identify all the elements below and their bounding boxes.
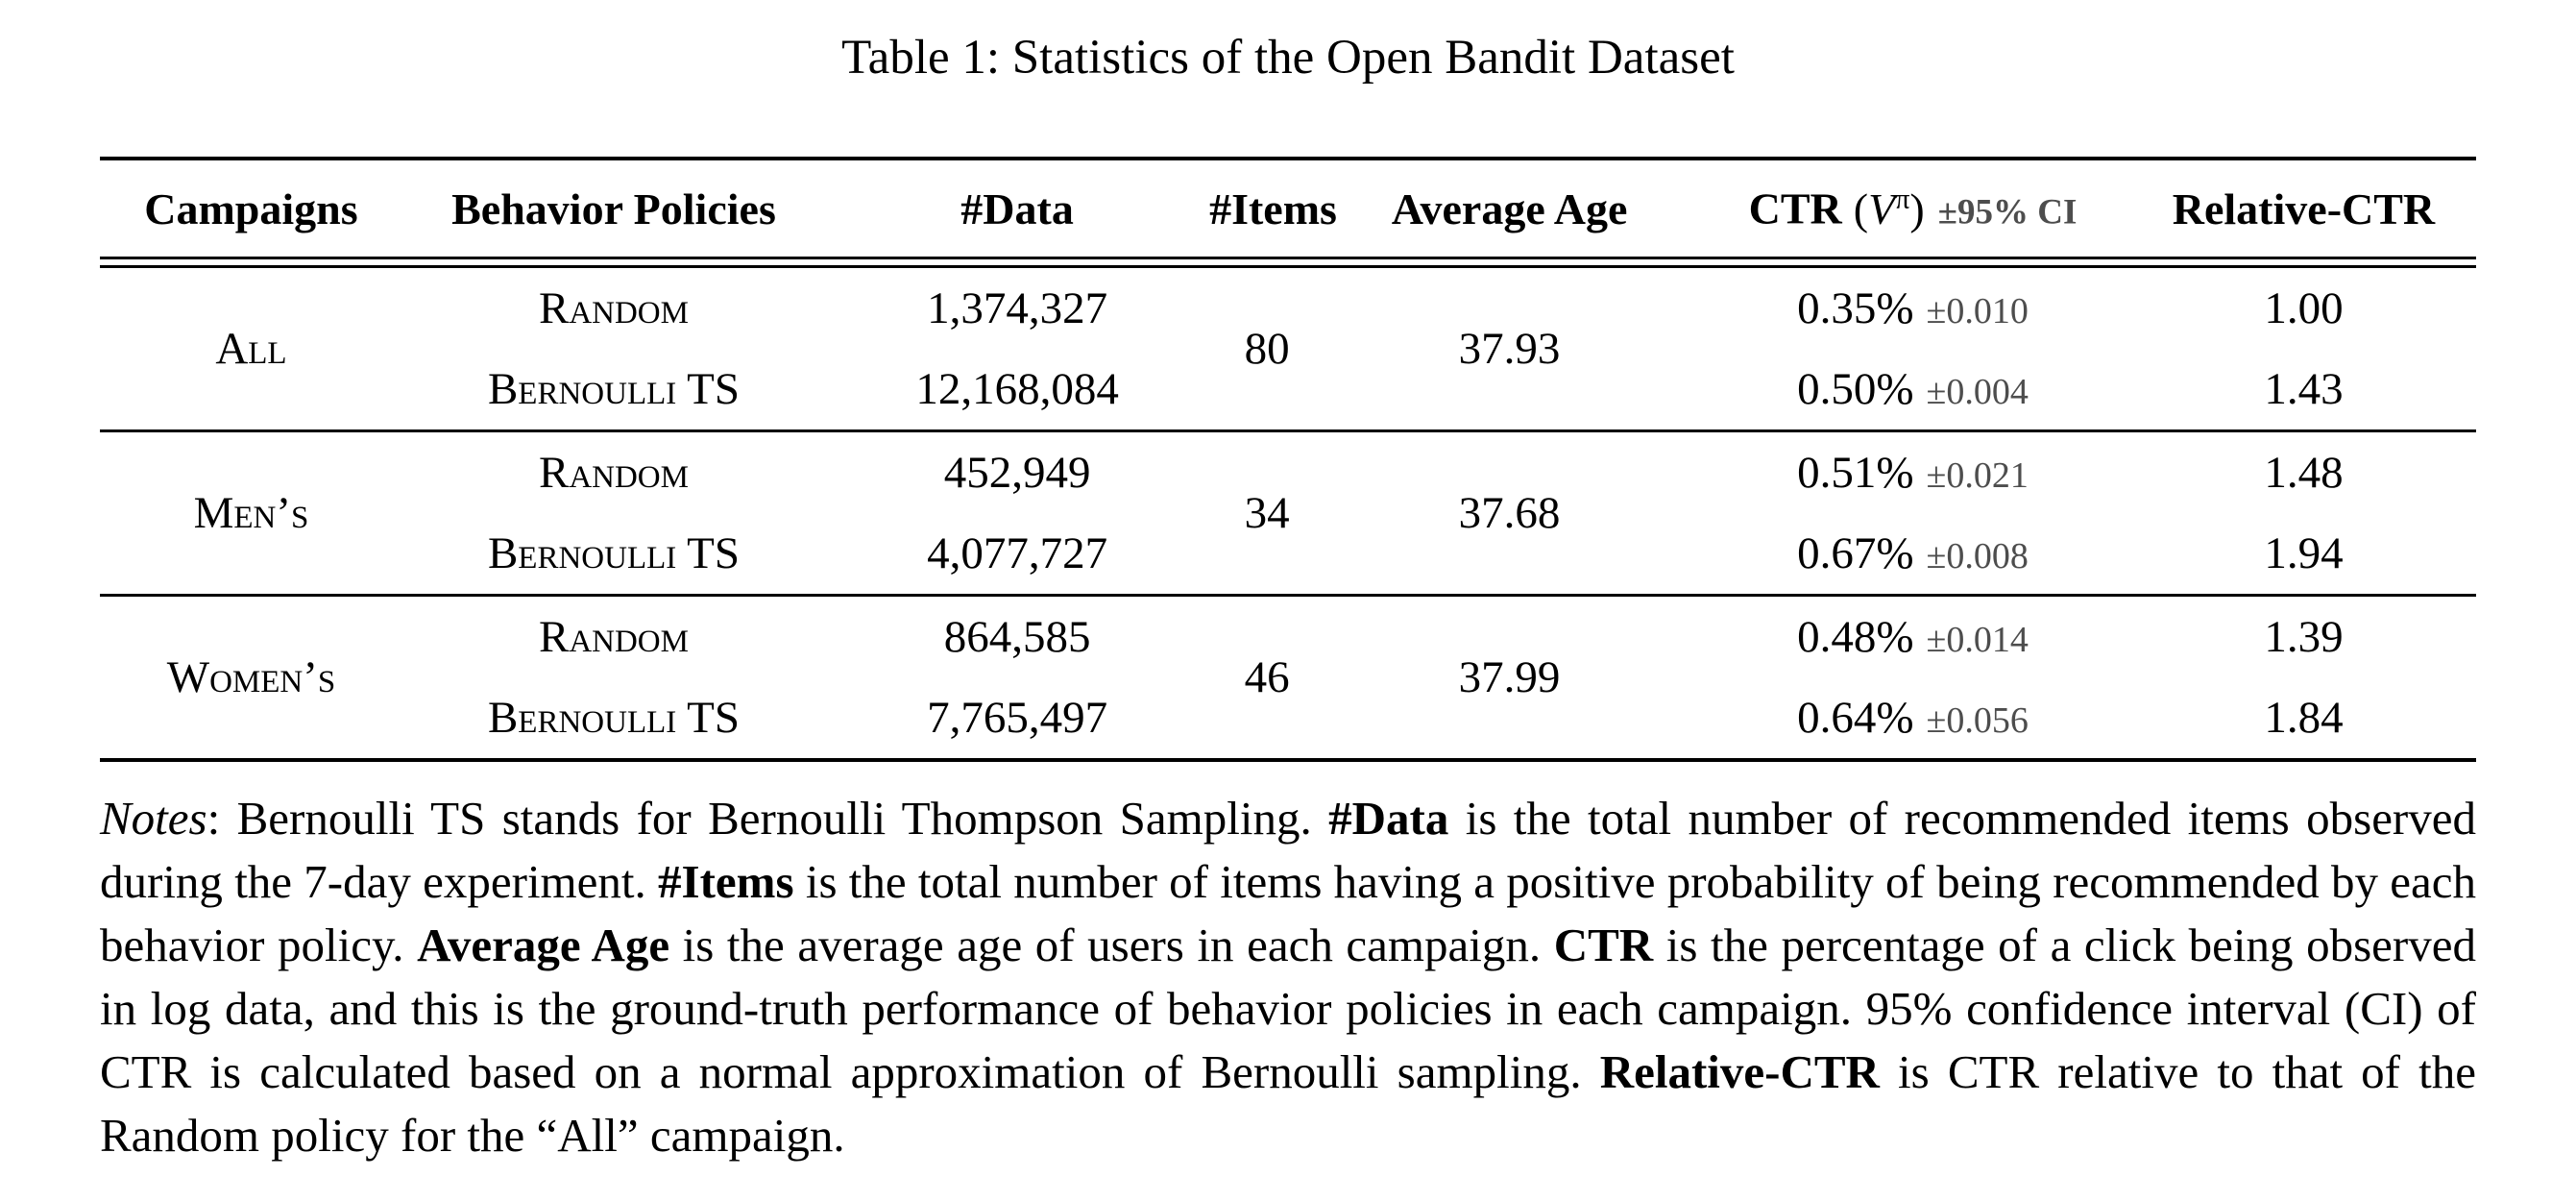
table-group-mens: Men’s Random 452,949 34 37.68 0.51% ±0.02…: [100, 432, 2476, 594]
ctr-value: 0.64%: [1797, 693, 1914, 743]
average-age-cell: 37.93: [1458, 324, 1561, 374]
relative-ctr-cell: 1.94: [2264, 528, 2344, 578]
ctr-cell: 0.50% ±0.004: [1694, 363, 2131, 415]
ctr-cell: 0.35% ±0.010: [1694, 282, 2131, 334]
ctr-cell: 0.51% ±0.021: [1694, 447, 2131, 499]
ctr-ci-value: ±0.008: [1926, 536, 2029, 576]
ctr-ci-label: ±95% CI: [1937, 192, 2078, 233]
ctr-value: 0.50%: [1797, 364, 1914, 414]
relative-ctr-cell: 1.84: [2264, 693, 2344, 743]
ctr-label: CTR: [1748, 184, 1842, 233]
policy-cell: Random: [538, 612, 689, 662]
ctr-value: 0.51%: [1797, 448, 1914, 498]
header-double-rule-top: [100, 257, 2476, 259]
table-bottom-rule: [100, 758, 2476, 762]
average-age-cell: 37.99: [1458, 652, 1561, 702]
ctr-cell: 0.64% ±0.056: [1694, 692, 2131, 744]
campaign-cell: Men’s: [193, 488, 309, 538]
ctr-cell: 0.67% ±0.008: [1694, 527, 2131, 579]
policy-cell: Random: [538, 283, 689, 333]
ctr-value: 0.67%: [1797, 528, 1914, 578]
column-header-num-items: #Items: [1209, 184, 1337, 233]
column-header-behavior-policies: Behavior Policies: [451, 184, 776, 233]
num-data-cell: 864,585: [943, 612, 1091, 662]
ctr-ci-value: ±0.004: [1926, 372, 2029, 412]
num-data-cell: 4,077,727: [927, 528, 1108, 578]
table-group-all: All Random 1,374,327 80 37.93 0.35% ±0.01…: [100, 268, 2476, 429]
num-items-cell: 80: [1244, 324, 1290, 374]
num-data-cell: 452,949: [943, 448, 1091, 498]
table-group-womens: Women’s Random 864,585 46 37.99 0.48% ±0.…: [100, 597, 2476, 758]
campaign-cell: All: [215, 324, 287, 374]
ctr-value: 0.48%: [1797, 612, 1914, 662]
ctr-ci-value: ±0.056: [1926, 700, 2029, 741]
policy-cell: Bernoulli TS: [487, 364, 741, 414]
num-items-cell: 46: [1244, 652, 1290, 702]
table-header-row: Campaigns Behavior Policies #Data #Items…: [100, 160, 2476, 257]
relative-ctr-cell: 1.39: [2264, 612, 2344, 662]
policy-cell: Bernoulli TS: [487, 528, 741, 578]
ctr-cell: 0.48% ±0.014: [1694, 611, 2131, 663]
column-header-ctr: CTR (Vπ) ±95% CI: [1694, 183, 2131, 233]
num-data-cell: 12,168,084: [915, 364, 1119, 414]
num-items-cell: 34: [1244, 488, 1290, 538]
num-data-cell: 7,765,497: [927, 693, 1108, 743]
group-separator-rule: [100, 594, 2476, 597]
average-age-cell: 37.68: [1458, 488, 1561, 538]
header-double-rule-bottom: [100, 265, 2476, 268]
table-caption: Table 1: Statistics of the Open Bandit D…: [841, 31, 1735, 85]
policy-cell: Random: [538, 448, 689, 498]
ctr-ci-value: ±0.014: [1926, 620, 2029, 660]
campaign-cell: Women’s: [166, 652, 336, 702]
column-header-average-age: Average Age: [1391, 184, 1628, 233]
num-data-cell: 1,374,327: [927, 283, 1108, 333]
ctr-value: 0.35%: [1797, 283, 1914, 333]
group-separator-rule: [100, 429, 2476, 432]
notes-label: Notes: [100, 792, 207, 845]
statistics-table: Campaigns Behavior Policies #Data #Items…: [100, 157, 2476, 762]
ctr-ci-value: ±0.010: [1926, 291, 2029, 331]
ctr-math-notation: (Vπ): [1853, 183, 1925, 233]
relative-ctr-cell: 1.43: [2264, 364, 2344, 414]
relative-ctr-cell: 1.00: [2264, 283, 2344, 333]
policy-cell: Bernoulli TS: [487, 693, 741, 743]
relative-ctr-cell: 1.48: [2264, 448, 2344, 498]
table-top-rule: [100, 157, 2476, 160]
column-header-campaigns: Campaigns: [144, 184, 358, 233]
table-notes: Notes: Bernoulli TS stands for Bernoulli…: [100, 792, 2477, 1162]
ctr-ci-value: ±0.021: [1926, 455, 2029, 496]
column-header-num-data: #Data: [960, 184, 1074, 233]
paper-table-figure: Table 1: Statistics of the Open Bandit D…: [100, 0, 2476, 1167]
column-header-relative-ctr: Relative-CTR: [2172, 184, 2436, 233]
